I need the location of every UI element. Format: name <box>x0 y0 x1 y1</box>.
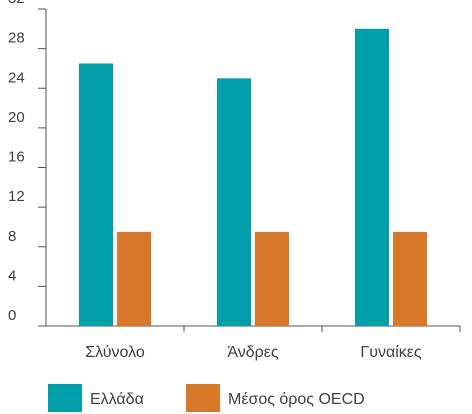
legend: Ελλάδα Μέσος όρος OECD <box>48 384 365 412</box>
y-tick-label: 28 <box>8 30 25 47</box>
bar <box>79 63 113 326</box>
x-category-label: Άνδρες <box>227 344 279 361</box>
legend-swatch <box>186 384 220 412</box>
y-tick-label: 16 <box>8 149 25 166</box>
bar <box>217 78 251 326</box>
y-tick-label: 4 <box>8 267 16 284</box>
bar <box>255 231 289 326</box>
y-tick-label: 24 <box>8 69 25 86</box>
y-tick-label: 8 <box>8 228 16 245</box>
bar <box>393 231 427 326</box>
y-tick-label: 32 <box>8 0 25 7</box>
axis-layer: 0 4 8 12 16 20 24 28 32 Σλύνολο Άνδρες Γυναίκες <box>8 0 461 361</box>
x-category-label: Γυναίκες <box>360 344 422 361</box>
bars-layer <box>79 28 427 326</box>
legend-label: Ελλάδα <box>90 391 144 408</box>
x-category-label: Σλύνολο <box>85 344 145 361</box>
y-tick-label: 0 <box>8 307 16 324</box>
legend-label: Μέσος όρος OECD <box>228 391 365 408</box>
bar <box>355 28 389 326</box>
bar <box>117 231 151 326</box>
legend-swatch <box>48 384 82 412</box>
y-tick-label: 12 <box>8 188 25 205</box>
y-tick-label: 20 <box>8 109 25 126</box>
